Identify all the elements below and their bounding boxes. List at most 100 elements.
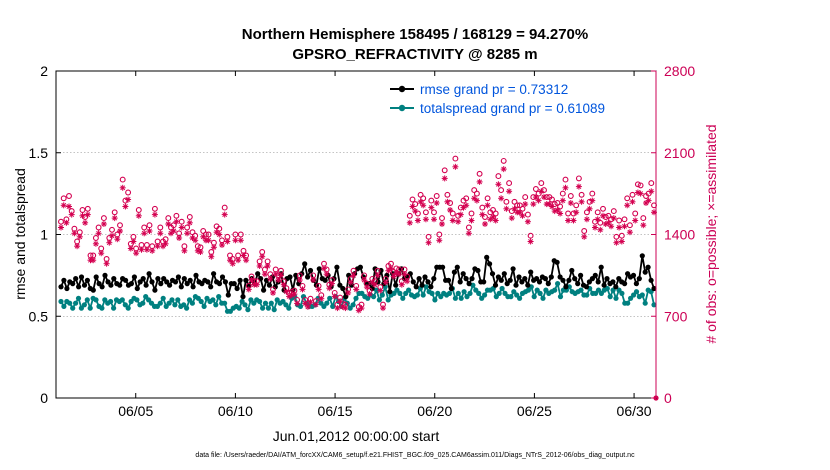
obs-possible-point xyxy=(452,155,459,162)
spread-point xyxy=(169,297,175,303)
obs-possible-point xyxy=(581,228,588,234)
obs-assimilated-point xyxy=(143,246,150,253)
star-stroke xyxy=(466,230,472,236)
rmse-point xyxy=(161,276,167,282)
obs-assimilated-point xyxy=(345,289,352,296)
star-stroke xyxy=(80,213,85,219)
spread-point xyxy=(81,302,87,308)
obs-assimilated-point xyxy=(530,201,537,208)
obs-assimilated-point xyxy=(398,281,405,288)
spread-point xyxy=(552,287,558,293)
obs-possible-point xyxy=(441,167,448,174)
data-file-footer: data file: /Users/raeder/DAI/ATM_forcXX/… xyxy=(195,452,635,459)
rmse-point xyxy=(222,279,228,285)
spread-point xyxy=(400,295,406,301)
obs-assimilated-point xyxy=(519,212,526,219)
obs-assimilated-point xyxy=(334,305,341,312)
star-stroke xyxy=(243,257,249,263)
spread-point xyxy=(111,305,117,311)
rmse-point xyxy=(545,281,551,287)
obs-possible-point xyxy=(637,182,644,189)
obs-possible-point xyxy=(532,186,539,192)
rmse-point xyxy=(167,282,173,288)
spread-point xyxy=(508,294,514,300)
obs-possible-point xyxy=(492,210,499,217)
star-stroke xyxy=(82,220,88,226)
rmse-point xyxy=(61,277,67,283)
obs-possible-point xyxy=(567,193,574,199)
star-stroke xyxy=(458,212,464,218)
spread-point xyxy=(216,294,222,300)
obs-possible-point xyxy=(610,208,617,215)
rmse-point xyxy=(184,281,190,287)
obs-assimilated-point xyxy=(197,249,204,255)
star-stroke xyxy=(98,250,104,256)
obs-assimilated-point xyxy=(307,299,314,306)
star-stroke xyxy=(157,230,163,236)
spread-point xyxy=(557,294,564,300)
obs-possible-point xyxy=(506,180,513,187)
spread-point xyxy=(531,294,537,300)
obs-possible-point xyxy=(538,180,545,187)
rmse-point xyxy=(155,276,161,282)
spread-point xyxy=(496,290,502,296)
obs-possible-point xyxy=(261,266,268,273)
star-stroke xyxy=(452,164,458,170)
spread-point xyxy=(201,303,207,309)
obs-assimilated-point xyxy=(618,238,625,245)
rmse-point xyxy=(425,279,431,285)
obs-assimilated-point xyxy=(503,205,510,212)
obs-assimilated-point xyxy=(586,205,593,212)
obs-possible-point xyxy=(95,224,102,231)
obs-assimilated-point xyxy=(71,230,78,237)
obs-assimilated-point xyxy=(331,293,338,300)
star-stroke xyxy=(587,206,593,212)
obs-assimilated-point xyxy=(245,286,252,293)
rmse-point xyxy=(498,277,504,283)
obs-assimilated-point xyxy=(404,278,411,285)
star-stroke xyxy=(541,194,547,200)
spread-point xyxy=(642,300,648,306)
star-stroke xyxy=(155,243,161,249)
obs-assimilated-point xyxy=(524,218,531,225)
rmse-point xyxy=(463,276,469,282)
obs-possible-point xyxy=(92,235,99,241)
obs-assimilated-point xyxy=(299,286,306,293)
spread-point xyxy=(189,300,195,306)
rmse-point xyxy=(563,284,569,290)
obs-possible-point xyxy=(524,211,531,218)
rmse-point xyxy=(419,282,425,288)
star-stroke xyxy=(517,209,523,215)
spread-point xyxy=(58,298,64,305)
obs-possible-point xyxy=(219,237,225,244)
spread-point xyxy=(432,297,438,303)
star-stroke xyxy=(512,206,517,212)
spread-point xyxy=(625,300,631,306)
star-stroke xyxy=(463,202,469,208)
obs-assimilated-point xyxy=(321,265,327,272)
star-stroke xyxy=(361,277,367,283)
obs-possible-point xyxy=(60,195,67,202)
obs-assimilated-point xyxy=(68,211,75,218)
obs-assimilated-point xyxy=(259,253,266,260)
obs-assimilated-point xyxy=(465,230,472,237)
obs-assimilated-point xyxy=(562,184,569,191)
obs-assimilated-point xyxy=(645,197,652,204)
star-stroke xyxy=(477,179,483,185)
star-stroke xyxy=(581,234,587,240)
obs-assimilated-point xyxy=(541,194,547,201)
obs-possible-point xyxy=(621,216,628,223)
obs-possible-point xyxy=(600,205,606,212)
star-stroke xyxy=(525,219,531,225)
obs-assimilated-point xyxy=(135,212,142,219)
rmse-point xyxy=(372,266,378,272)
obs-assimilated-point xyxy=(490,214,496,220)
obs-possible-point xyxy=(557,203,564,210)
spread-point xyxy=(70,305,76,311)
star-stroke xyxy=(294,300,300,306)
star-stroke xyxy=(101,221,107,227)
obs-assimilated-point xyxy=(457,211,464,218)
star-stroke xyxy=(61,202,67,208)
rmse-point xyxy=(99,284,105,290)
obs-assimilated-point xyxy=(414,217,421,224)
